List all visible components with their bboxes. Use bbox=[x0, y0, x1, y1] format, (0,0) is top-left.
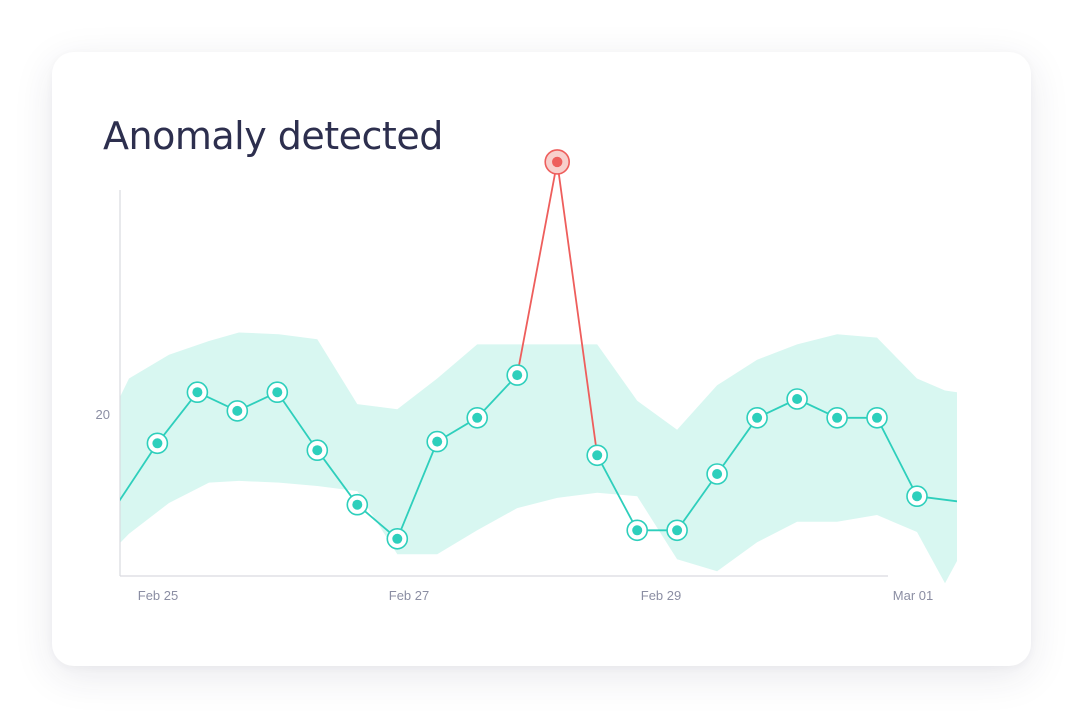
series-line-segment bbox=[596, 454, 639, 532]
x-tick-label: Feb 29 bbox=[641, 588, 681, 603]
anomaly-line-segment bbox=[556, 160, 599, 457]
data-point bbox=[872, 412, 882, 423]
series-line-segment bbox=[120, 442, 159, 502]
data-point bbox=[912, 491, 922, 502]
series-line-segment bbox=[316, 449, 359, 506]
data-point bbox=[312, 445, 323, 456]
series-line-segment bbox=[676, 473, 718, 532]
y-tick-label: 20 bbox=[96, 407, 110, 422]
expected-range-band bbox=[120, 332, 957, 584]
data-point bbox=[432, 436, 443, 447]
data-point bbox=[352, 499, 363, 510]
data-point bbox=[192, 387, 203, 398]
anomaly-line-segment bbox=[516, 160, 559, 377]
data-point bbox=[752, 412, 763, 423]
series-line-segment bbox=[396, 440, 439, 540]
x-tick-label: Feb 25 bbox=[138, 588, 178, 603]
series-line-segment bbox=[276, 391, 319, 452]
data-point bbox=[672, 525, 683, 536]
data-point bbox=[832, 412, 843, 423]
data-point bbox=[632, 525, 643, 536]
chart-title: Anomaly detected bbox=[103, 114, 443, 158]
series-line-segment bbox=[716, 416, 758, 475]
data-point bbox=[712, 469, 723, 479]
x-tick-label: Feb 27 bbox=[389, 588, 429, 603]
data-point bbox=[392, 533, 403, 544]
data-point bbox=[152, 438, 163, 449]
x-tick-label: Mar 01 bbox=[893, 588, 933, 603]
data-point bbox=[272, 387, 283, 398]
data-point bbox=[792, 394, 803, 404]
data-point bbox=[472, 412, 483, 423]
data-point bbox=[512, 370, 523, 381]
series-line-segment bbox=[876, 416, 918, 498]
data-point bbox=[232, 405, 243, 416]
data-point bbox=[592, 450, 603, 461]
series-line-segment bbox=[156, 391, 199, 445]
anomaly-point bbox=[552, 156, 563, 168]
